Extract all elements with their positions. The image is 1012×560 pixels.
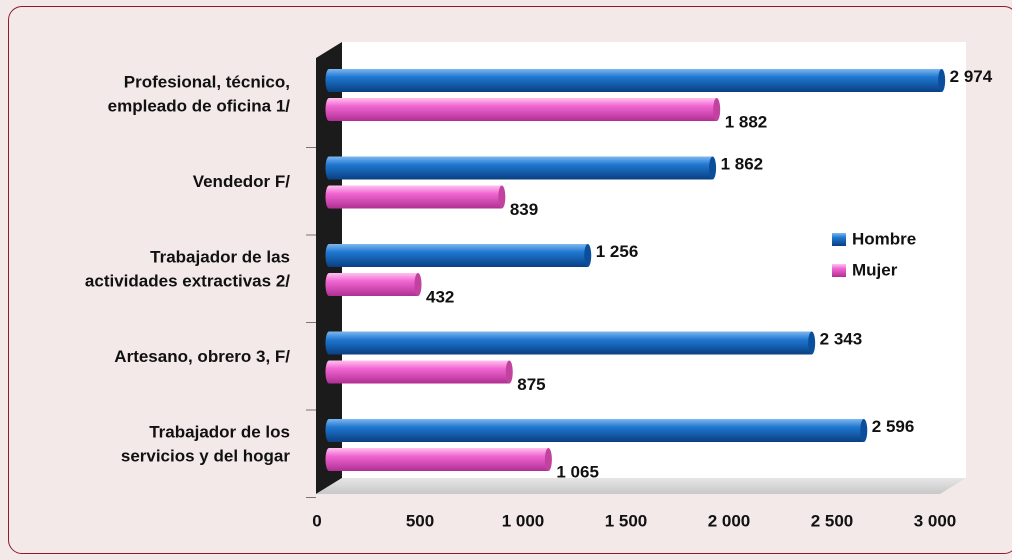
labels-layer: 2 974 1 882 Profesional, técnico, empleado … — [85, 67, 993, 531]
bar-start-cap — [325, 69, 333, 92]
bar-end-cap — [808, 331, 816, 355]
category-label: actividades extractivas 2/ — [85, 271, 290, 290]
plot-floor — [316, 478, 966, 494]
data-label: 1 065 — [556, 462, 599, 481]
x-tick-label: 2 500 — [811, 511, 854, 530]
category-label: empleado de oficina 1/ — [108, 96, 291, 115]
bar — [329, 273, 418, 296]
legend-label: Hombre — [852, 229, 916, 248]
data-label: 432 — [426, 287, 454, 306]
x-tick-label: 3 000 — [914, 511, 957, 530]
category-label: Trabajador de los — [149, 422, 290, 441]
data-label: 2 343 — [820, 329, 863, 348]
bar — [329, 360, 510, 384]
bar — [329, 69, 942, 92]
bar-start-cap — [325, 98, 333, 121]
bar — [329, 98, 717, 121]
data-label: 1 256 — [596, 242, 639, 261]
data-label: 875 — [517, 375, 545, 394]
bar-end-cap — [414, 273, 422, 296]
bar-start-cap — [325, 273, 333, 296]
data-label: 839 — [510, 200, 538, 219]
data-label: 1 862 — [721, 154, 764, 173]
legend-swatch — [832, 233, 846, 246]
bar-start-cap — [325, 419, 333, 442]
bar-end-cap — [498, 185, 506, 209]
category-label: servicios y del hogar — [121, 446, 291, 465]
bar-end-cap — [709, 156, 717, 180]
legend: Hombre Mujer — [832, 229, 916, 279]
bar-start-cap — [325, 448, 333, 471]
category-label: Trabajador de las — [150, 247, 290, 266]
bar-start-cap — [325, 360, 333, 384]
bar-end-cap — [544, 448, 552, 471]
category-label: Vendedor F/ — [193, 172, 291, 191]
bars-layer — [325, 69, 946, 471]
x-tick-label: 0 — [312, 511, 321, 530]
x-tick-label: 1 000 — [502, 511, 545, 530]
category-label: Artesano, obrero 3, F/ — [114, 347, 290, 366]
bar-end-cap — [938, 69, 946, 92]
x-tick-label: 1 500 — [605, 511, 648, 530]
bar-start-cap — [325, 185, 333, 209]
x-tick-label: 500 — [406, 511, 434, 530]
bar — [329, 156, 713, 180]
bar — [329, 448, 549, 471]
bar-start-cap — [325, 244, 333, 267]
bar-end-cap — [505, 360, 513, 384]
legend-label: Mujer — [852, 260, 898, 279]
bar-start-cap — [325, 156, 333, 180]
data-label: 2 596 — [872, 417, 915, 436]
category-label: Profesional, técnico, — [124, 72, 290, 91]
x-tick-label: 2 000 — [708, 511, 751, 530]
bar — [329, 331, 812, 355]
bar — [329, 185, 502, 209]
bar-start-cap — [325, 331, 333, 355]
bar-end-cap — [584, 244, 592, 267]
bar — [329, 244, 588, 267]
legend-swatch — [832, 264, 846, 277]
bar — [329, 419, 864, 442]
data-label: 2 974 — [950, 67, 993, 86]
data-label: 1 882 — [725, 112, 768, 131]
bar-end-cap — [713, 98, 721, 121]
bar-end-cap — [860, 419, 868, 442]
